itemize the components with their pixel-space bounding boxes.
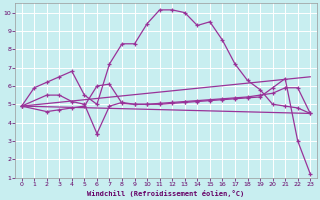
X-axis label: Windchill (Refroidissement éolien,°C): Windchill (Refroidissement éolien,°C) bbox=[87, 190, 244, 197]
